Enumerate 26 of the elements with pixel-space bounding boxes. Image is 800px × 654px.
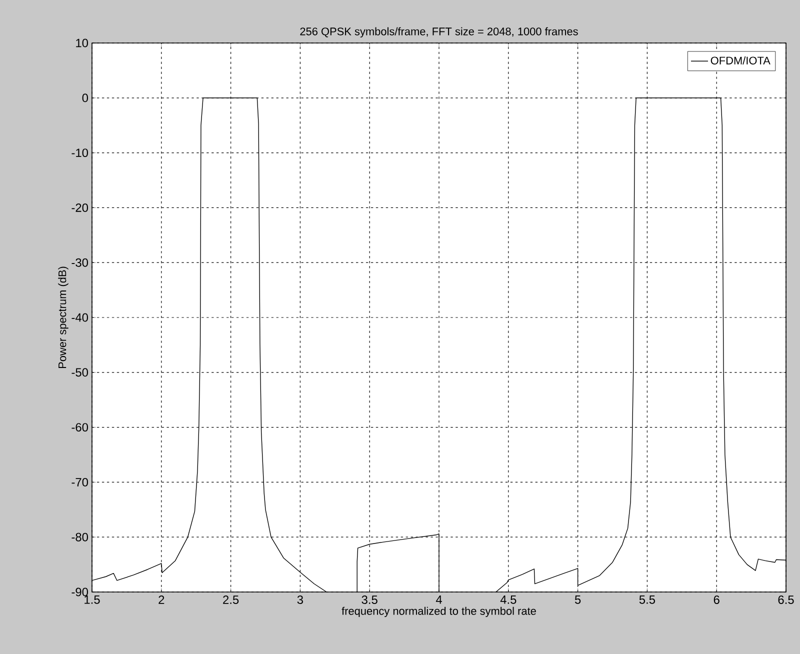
- x-tick-label: 4: [436, 596, 442, 604]
- x-tick-label: 3.5: [362, 596, 378, 604]
- x-tick-label: 4.5: [500, 596, 516, 604]
- y-tick-label: -90: [72, 588, 88, 596]
- x-tick-label: 5: [574, 596, 581, 604]
- y-tick-label: -30: [72, 258, 88, 267]
- y-tick-label: -60: [72, 423, 88, 432]
- y-tick-label: 0: [82, 94, 88, 102]
- x-tick-label: 2.5: [223, 596, 239, 604]
- x-tick-label: 2: [158, 596, 164, 604]
- y-tick-label: -70: [72, 478, 88, 486]
- x-tick-label: 6.5: [778, 596, 794, 604]
- x-axis-title: frequency normalized to the symbol rate: [342, 606, 536, 618]
- x-tick-label: 3: [297, 596, 304, 604]
- y-tick-label: -50: [72, 368, 88, 377]
- y-tick-label: -80: [72, 532, 88, 542]
- x-tick-label: 1.5: [84, 596, 100, 604]
- y-tick-label: 10: [76, 38, 88, 48]
- x-tick-label: 5.5: [639, 596, 656, 604]
- y-axis-title: Power spectrum (dB): [58, 266, 68, 368]
- chart-title: 256 QPSK symbols/frame, FFT size = 2048, 1000 frames: [300, 27, 578, 38]
- x-tick-label: 6: [714, 596, 720, 604]
- legend-label: OFDM/IOTA: [710, 56, 770, 64]
- y-tick-label: -20: [72, 203, 88, 212]
- y-tick-label: -10: [72, 148, 88, 158]
- y-tick-label: -40: [72, 313, 88, 322]
